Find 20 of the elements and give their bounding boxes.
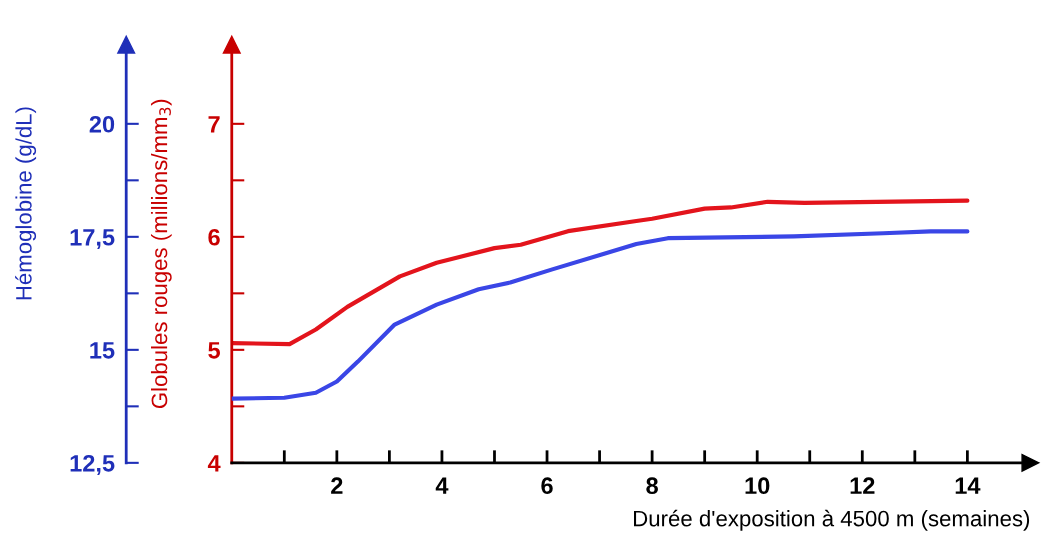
x-tick-label: 8 xyxy=(646,477,658,495)
y2-tick-label: 20 xyxy=(89,115,115,133)
line-series xyxy=(231,229,970,401)
y-tick-label: 4 xyxy=(207,455,221,472)
y-axis-title: Globules rouges (millions/mm$_{3}$) xyxy=(150,99,172,409)
x-tick-label: 2 xyxy=(331,477,343,494)
x-tick-label: 6 xyxy=(541,477,553,495)
x-tick-label: 4 xyxy=(435,477,449,494)
y2-tick-label: 12,5 xyxy=(70,454,115,476)
y-tick-label: 7 xyxy=(208,116,220,133)
x-tick-label: 14 xyxy=(955,477,981,494)
y2-axis-title: Hémoglobine (g/dL) xyxy=(15,107,37,300)
line-series xyxy=(231,198,970,347)
x-tick-label: 10 xyxy=(745,477,770,495)
x-tick-label: 12 xyxy=(850,477,875,494)
x-axis-title: Durée d'exposition à 4500 m (semaines) xyxy=(634,509,1030,531)
y2-tick-label: 15 xyxy=(90,342,115,359)
y-tick-label: 6 xyxy=(208,228,220,246)
y2-tick-label: 17,5 xyxy=(70,229,115,250)
y-tick-label: 5 xyxy=(208,342,220,359)
